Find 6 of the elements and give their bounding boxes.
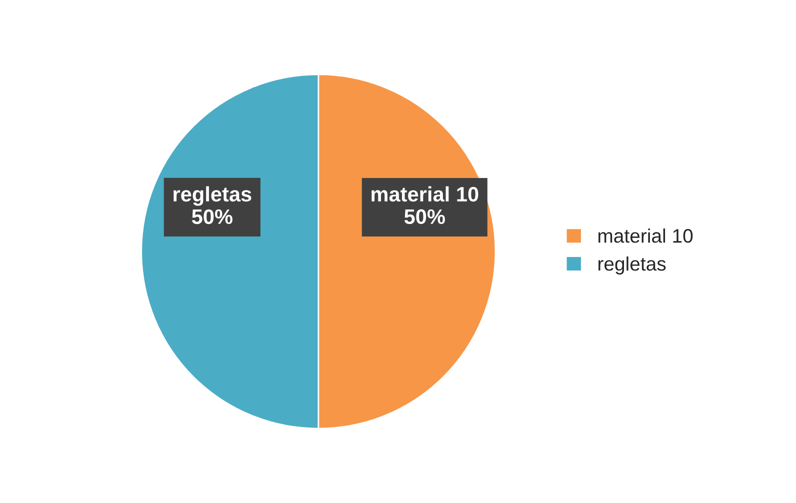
slice-label: regletas (174, 186, 252, 206)
legend-label: material 10 (598, 228, 693, 243)
slice-label: material 10 (372, 186, 478, 202)
data-label: 50% (192, 209, 232, 224)
data-label: 50% (404, 209, 445, 224)
legend-label: regletas (598, 256, 666, 275)
